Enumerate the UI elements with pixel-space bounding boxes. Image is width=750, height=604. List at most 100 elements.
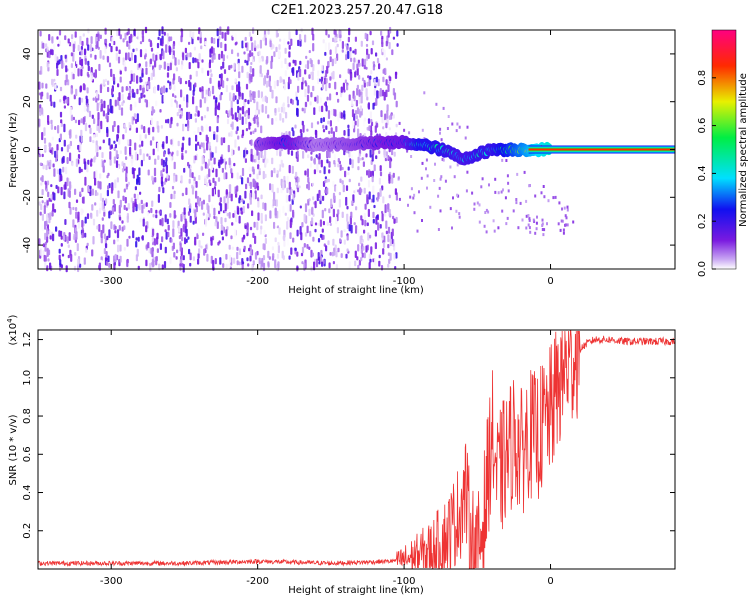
noise-cell: [61, 157, 64, 163]
noise-cell: [110, 144, 113, 149]
noise-cell: [494, 177, 497, 181]
noise-cell: [305, 82, 308, 87]
noise-cell: [416, 229, 419, 233]
noise-cell: [367, 232, 370, 241]
noise-cell: [119, 171, 122, 177]
noise-cell: [42, 164, 45, 170]
noise-cell: [224, 32, 227, 41]
noise-cell: [392, 114, 395, 119]
noise-cell: [232, 95, 235, 102]
noise-cell: [385, 57, 388, 61]
noise-cell: [327, 120, 330, 125]
noise-cell: [167, 80, 170, 84]
noise-cell: [319, 170, 322, 174]
noise-cell: [256, 44, 260, 49]
noise-cell: [365, 66, 368, 70]
noise-cell: [74, 119, 78, 124]
noise-cell: [219, 203, 223, 212]
noise-cell: [393, 253, 396, 260]
noise-cell: [181, 155, 184, 160]
noise-cell: [101, 217, 104, 221]
noise-cell: [285, 194, 288, 203]
noise-cell: [163, 151, 166, 157]
noise-cell: [241, 237, 244, 243]
noise-cell: [129, 139, 132, 147]
noise-cell: [219, 26, 222, 36]
noise-cell: [163, 61, 166, 70]
noise-cell: [291, 127, 294, 132]
noise-cell: [54, 54, 57, 62]
noise-cell: [197, 61, 200, 69]
noise-cell: [203, 97, 207, 104]
noise-cell: [73, 265, 77, 271]
noise-cell: [169, 46, 172, 55]
noise-cell: [319, 97, 322, 104]
noise-cell: [69, 152, 72, 162]
noise-cell: [177, 92, 180, 99]
noise-cell: [547, 199, 550, 203]
noise-cell: [205, 83, 208, 90]
noise-cell: [46, 61, 49, 68]
noise-cell: [236, 99, 239, 105]
noise-cell: [220, 50, 224, 59]
noise-cell: [138, 97, 141, 104]
noise-cell: [366, 96, 369, 101]
noise-cell: [270, 170, 273, 178]
noise-cell: [397, 176, 400, 180]
noise-cell: [230, 123, 233, 128]
noise-cell: [225, 172, 228, 180]
noise-cell: [277, 245, 280, 254]
noise-cell: [433, 179, 436, 182]
noise-cell: [186, 52, 189, 58]
y-tick-label: 1.2: [22, 332, 33, 348]
noise-cell: [193, 130, 196, 135]
noise-cell: [238, 261, 241, 266]
noise-cell: [254, 159, 257, 163]
noise-cell: [49, 235, 52, 240]
noise-cell: [128, 87, 131, 91]
noise-cell: [359, 235, 362, 245]
noise-cell: [204, 161, 207, 169]
noise-cell: [152, 68, 155, 77]
noise-cell: [346, 45, 349, 51]
noise-cell: [347, 166, 350, 171]
noise-cell: [92, 218, 96, 226]
noise-cell: [379, 165, 382, 172]
noise-cell: [369, 75, 372, 80]
noise-cell: [39, 211, 42, 216]
noise-cell: [288, 44, 291, 50]
noise-cell: [361, 252, 364, 258]
noise-cell: [311, 217, 314, 225]
noise-cell: [173, 161, 176, 170]
noise-cell: [247, 99, 250, 105]
noise-cell: [299, 205, 302, 209]
noise-cell: [86, 164, 89, 173]
noise-cell: [143, 203, 146, 209]
noise-cell: [234, 42, 237, 46]
noise-cell: [384, 113, 387, 121]
snr-y-axis-label: SNR (10 * v/v): [8, 414, 19, 485]
noise-cell: [228, 52, 231, 61]
spectrogram-y-axis-label: Frequency (Hz): [8, 112, 19, 188]
noise-cell: [188, 248, 191, 255]
noise-cell: [466, 170, 469, 174]
noise-cell: [315, 154, 318, 158]
noise-cell: [56, 169, 59, 175]
noise-cell: [252, 68, 255, 77]
noise-cell: [335, 216, 338, 225]
noise-cell: [325, 77, 328, 84]
noise-cell: [112, 125, 115, 132]
noise-cell: [75, 60, 79, 65]
noise-cell: [375, 52, 378, 57]
noise-cell: [214, 258, 217, 265]
noise-cell: [93, 48, 96, 52]
noise-cell: [398, 197, 401, 201]
noise-cell: [288, 195, 291, 202]
noise-cell: [282, 181, 285, 191]
noise-cell: [115, 46, 118, 52]
noise-cell: [534, 194, 537, 198]
noise-cell: [351, 109, 355, 118]
noise-cell: [213, 207, 216, 216]
noise-cell: [282, 79, 285, 85]
noise-cell: [87, 74, 90, 78]
